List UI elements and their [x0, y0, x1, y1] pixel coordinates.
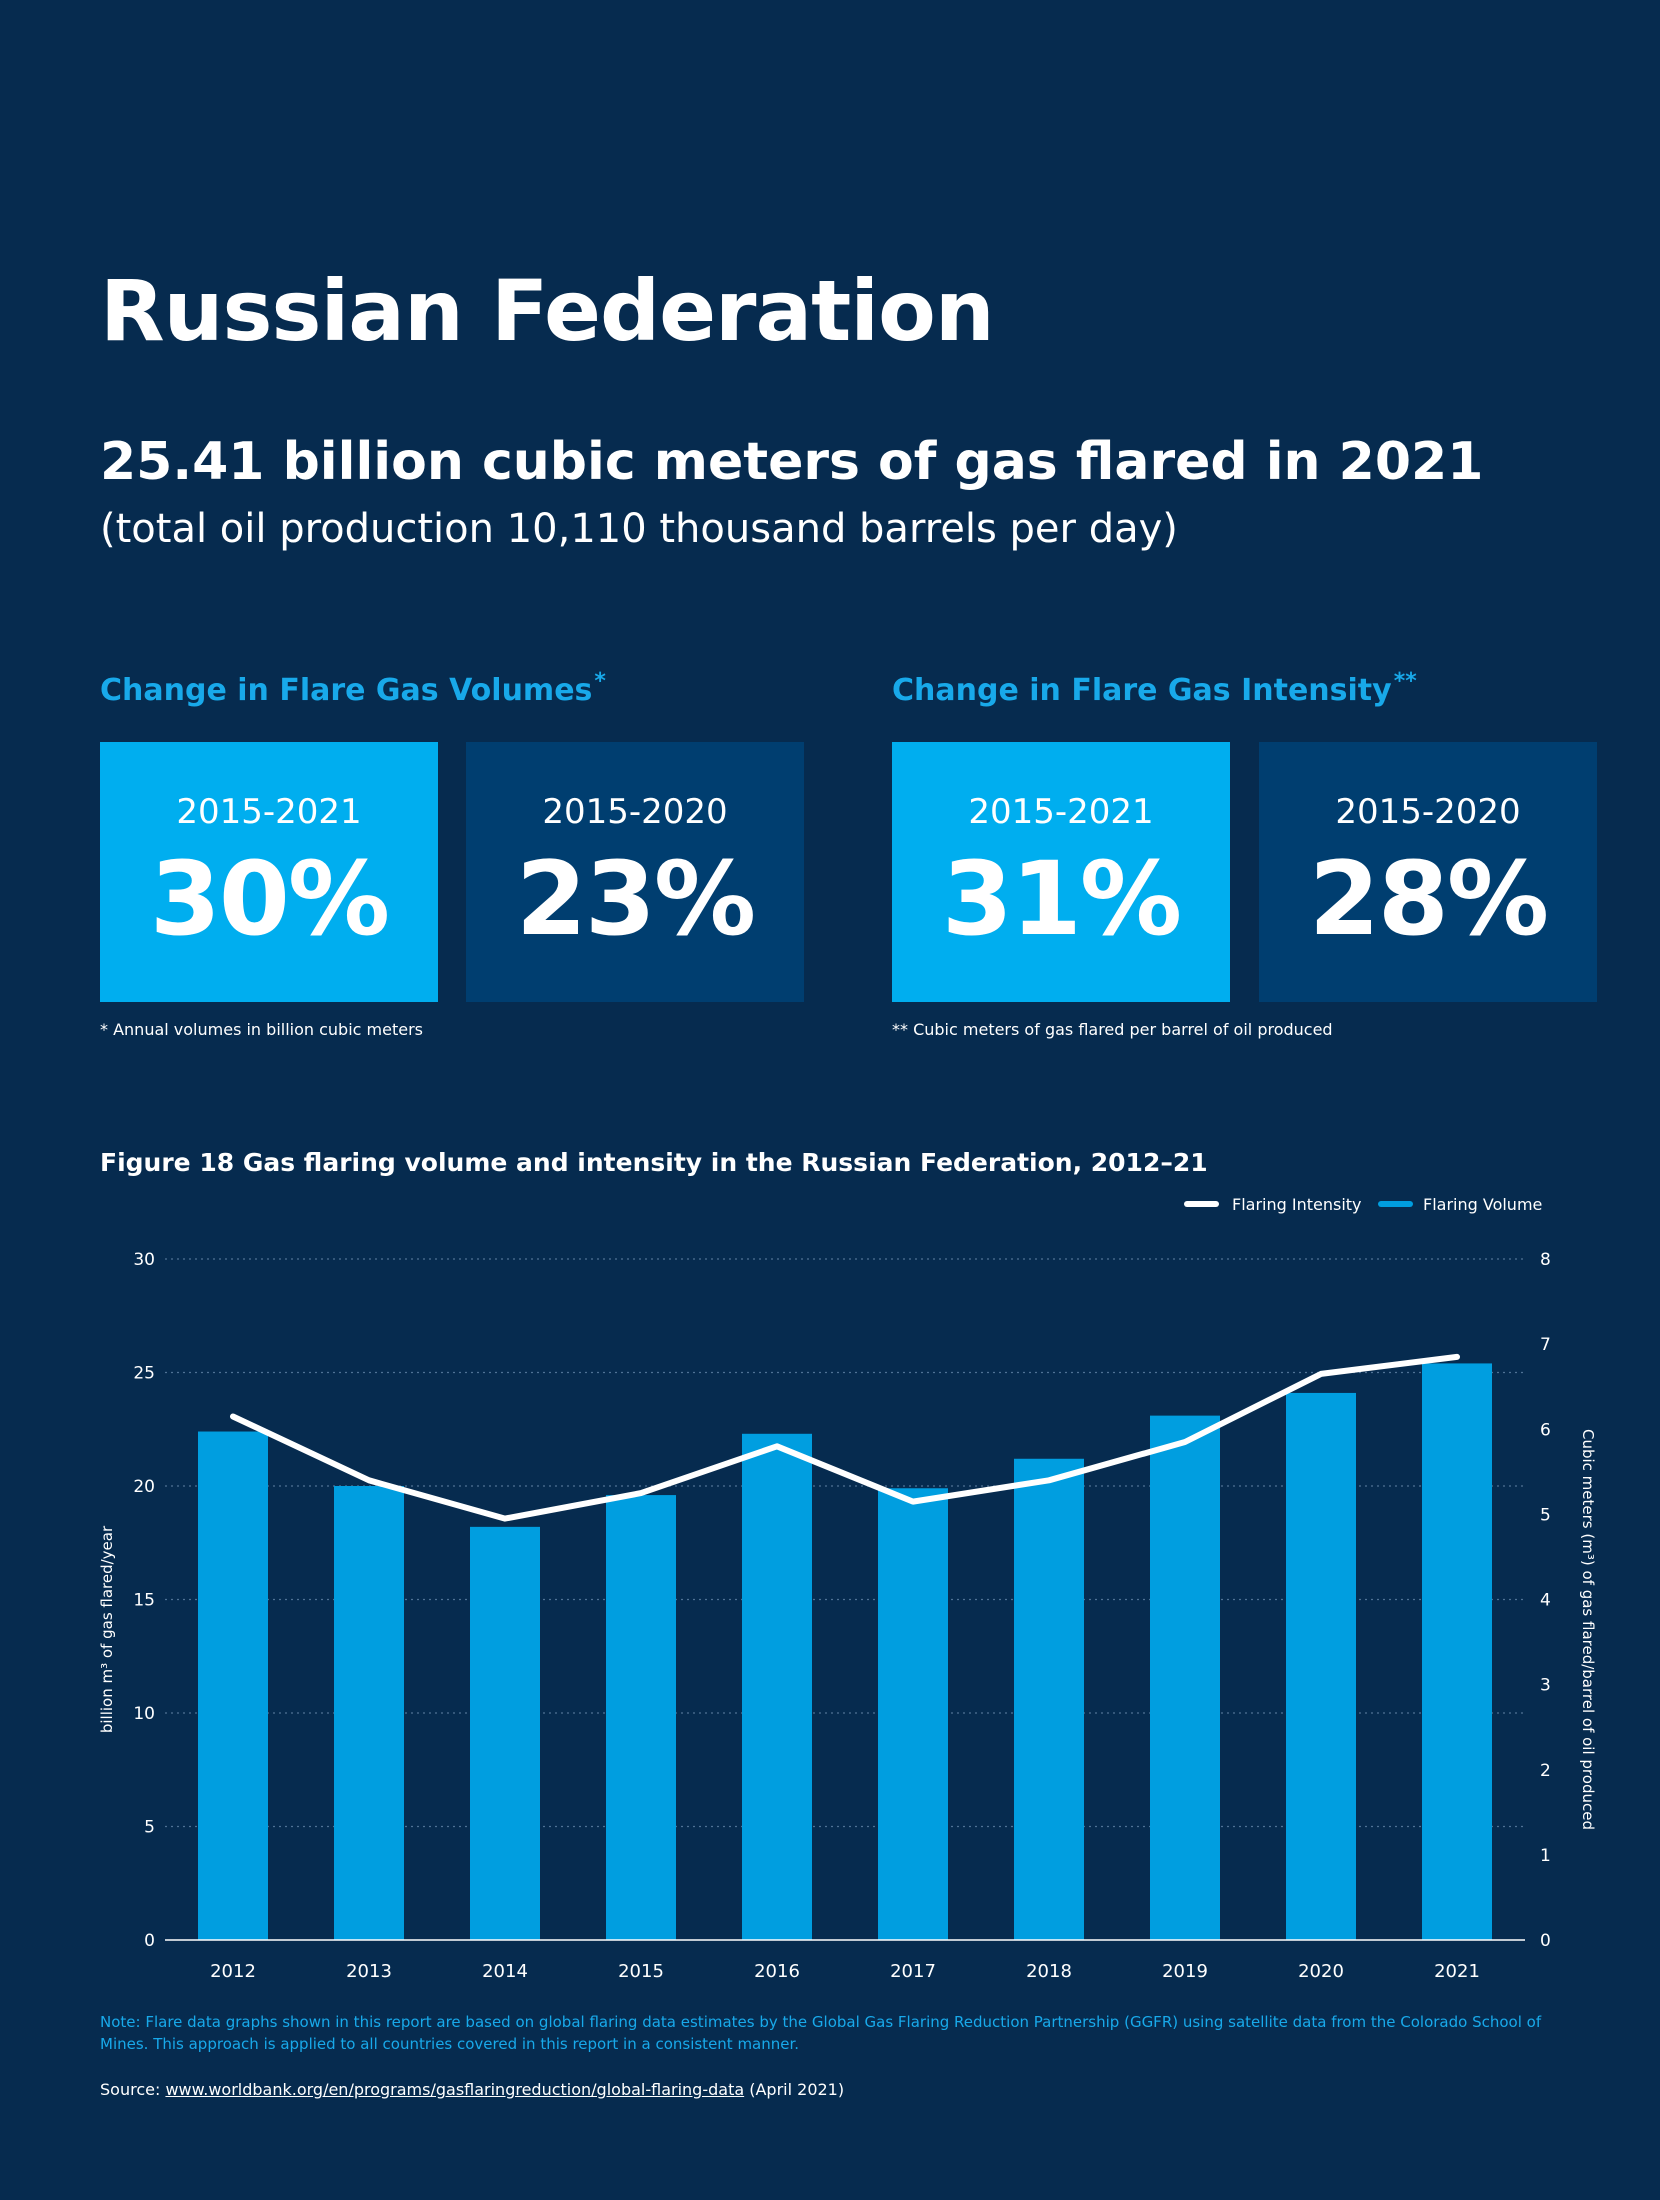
volumes-heading: Change in Flare Gas Volumes*	[100, 669, 606, 708]
box-period: 2015-2020	[542, 792, 728, 832]
volumes-heading-mark: *	[594, 669, 606, 694]
y-tick-label: 30	[133, 1250, 155, 1270]
y-right-tick-label: 6	[1540, 1420, 1551, 1440]
box-value: 30%	[149, 840, 390, 959]
x-tick-label: 2016	[754, 1961, 800, 1982]
y-right-tick-label: 2	[1540, 1761, 1551, 1781]
combo-chart: 0 5 10 15 20 25 30 0 1 2 3 4 5 6 7 8 2012 2013 2014 2015 201…	[98, 1195, 1597, 1982]
box-value: 28%	[1308, 840, 1549, 959]
x-tick-label: 2020	[1298, 1961, 1344, 1982]
volumes-footnote: * Annual volumes in billion cubic meters	[100, 1020, 423, 1039]
x-tick-label: 2015	[618, 1961, 664, 1982]
legend-label-volume: Flaring Volume	[1423, 1195, 1542, 1214]
intensity-line-path	[230, 1353, 1460, 1522]
y-right-tick-label: 7	[1540, 1335, 1551, 1355]
page-title: Russian Federation	[100, 262, 995, 360]
bar-2018	[1014, 1458, 1084, 1940]
y-tick-label: 0	[144, 1931, 155, 1951]
y-tick-label: 10	[133, 1704, 155, 1724]
box-period: 2015-2021	[176, 792, 362, 832]
source-label: Source:	[100, 2080, 161, 2099]
headline: 25.41 billion cubic meters of gas flared…	[100, 432, 1484, 492]
box-period: 2015-2020	[1335, 792, 1521, 832]
intensity-footnote: ** Cubic meters of gas flared per barrel…	[892, 1020, 1333, 1039]
x-tick-label: 2019	[1162, 1961, 1208, 1982]
box-value: 23%	[515, 840, 756, 959]
x-tick-label: 2021	[1434, 1961, 1480, 1982]
y-right-tick-label: 8	[1540, 1250, 1551, 1270]
bar-2014	[470, 1526, 540, 1940]
volumes-box-2015-2020: 2015-2020 23%	[466, 742, 804, 1002]
x-tick-label: 2018	[1026, 1961, 1072, 1982]
box-value: 31%	[941, 840, 1182, 959]
legend-label-intensity: Flaring Intensity	[1232, 1195, 1362, 1214]
source-link[interactable]: www.worldbank.org/en/programs/gasflaring…	[165, 2080, 745, 2099]
y-tick-label: 20	[133, 1477, 155, 1497]
bar-2019	[1150, 1415, 1220, 1940]
note-text: Note: Flare data graphs shown in this re…	[100, 2013, 1542, 2053]
bar-2012	[198, 1431, 268, 1940]
y-tick-label: 15	[133, 1591, 155, 1611]
source-suffix: (April 2021)	[749, 2080, 845, 2099]
y-tick-label: 25	[133, 1364, 155, 1384]
x-tick-label: 2017	[890, 1961, 936, 1982]
gridlines	[165, 1258, 1525, 1828]
volumes-heading-text: Change in Flare Gas Volumes	[100, 673, 593, 708]
subheadline: (total oil production 10,110 thousand ba…	[100, 506, 1178, 552]
y-right-axis-title: Cubic meters (m³) of gas flared/barrel o…	[1579, 1429, 1597, 1830]
bar-2017	[878, 1488, 948, 1940]
y-right-tick-label: 1	[1540, 1846, 1551, 1866]
intensity-heading: Change in Flare Gas Intensity**	[892, 669, 1417, 708]
x-tick-label: 2014	[482, 1961, 528, 1982]
y-tick-label: 5	[144, 1818, 155, 1838]
bar-2021	[1422, 1363, 1492, 1940]
y-right-tick-label: 4	[1540, 1591, 1551, 1611]
bar-2013	[334, 1486, 404, 1940]
volumes-box-2015-2021: 2015-2021 30%	[100, 742, 438, 1002]
y-axis-title: billion m³ of gas flared/year	[98, 1525, 116, 1733]
box-period: 2015-2021	[968, 792, 1154, 832]
figure-title: Figure 18 Gas flaring volume and intensi…	[100, 1148, 1208, 1177]
intensity-box-2015-2021: 2015-2021 31%	[892, 742, 1230, 1002]
y-right-tick-label: 3	[1540, 1676, 1551, 1696]
volume-bars	[198, 1363, 1492, 1940]
source-line: Source: www.worldbank.org/en/programs/ga…	[100, 2080, 844, 2099]
x-tick-label: 2013	[346, 1961, 392, 1982]
intensity-heading-text: Change in Flare Gas Intensity	[892, 673, 1392, 708]
axes: 0 5 10 15 20 25 30 0 1 2 3 4 5 6 7 8 2012 2013 2014 2015 201…	[98, 1250, 1597, 1982]
y-right-tick-label: 0	[1540, 1931, 1551, 1951]
intensity-heading-mark: **	[1393, 669, 1417, 694]
intensity-line	[230, 1353, 1460, 1522]
intensity-box-2015-2020: 2015-2020 28%	[1259, 742, 1597, 1002]
legend: Flaring Intensity Flaring Volume	[1184, 1195, 1542, 1214]
y-right-tick-label: 5	[1540, 1505, 1551, 1525]
bar-2016	[742, 1433, 812, 1940]
bar-2020	[1286, 1392, 1356, 1940]
bar-2015	[606, 1495, 676, 1940]
x-tick-label: 2012	[210, 1961, 256, 1982]
